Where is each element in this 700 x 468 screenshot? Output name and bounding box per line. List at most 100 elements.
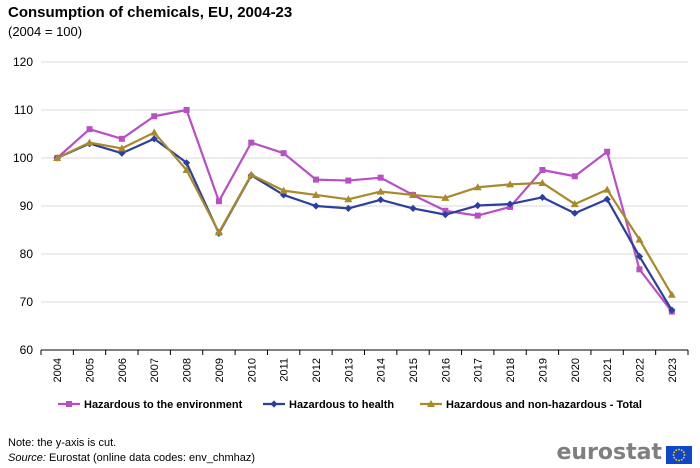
legend-marker <box>270 400 278 408</box>
eurostat-logo-text: eurostat <box>556 440 662 465</box>
x-tick-label: 2008 <box>182 358 194 382</box>
data-point-series-3 <box>538 178 547 186</box>
flag-star <box>678 448 680 451</box>
legend-label: Hazardous to the environment <box>84 399 243 411</box>
x-tick-label: 2011 <box>279 358 291 382</box>
chart-title: Consumption of chemicals, EU, 2004-23 <box>8 4 293 21</box>
data-point-series-1 <box>183 107 190 113</box>
data-point-series-1 <box>215 198 222 205</box>
flag-star <box>672 454 675 456</box>
data-point-series-2 <box>312 202 320 210</box>
data-point-series-1 <box>345 177 352 184</box>
data-point-series-2 <box>603 195 611 203</box>
data-point-series-2 <box>409 204 417 212</box>
x-tick-label: 2012 <box>311 358 323 382</box>
data-point-series-1 <box>636 266 643 273</box>
x-tick-label: 2007 <box>149 358 161 382</box>
data-point-series-3 <box>506 180 515 188</box>
series-line-3 <box>56 131 673 296</box>
x-tick-label: 2013 <box>343 358 355 382</box>
data-point-series-3 <box>570 200 579 208</box>
flag-star <box>673 451 676 454</box>
data-point-series-3 <box>117 144 126 152</box>
legend-marker <box>66 401 72 407</box>
series-line-2 <box>56 137 673 311</box>
flag-star <box>678 459 680 462</box>
data-point-series-1 <box>280 150 287 157</box>
x-tick-label: 2023 <box>667 358 679 382</box>
data-point-series-2 <box>377 196 385 204</box>
data-point-series-3 <box>247 170 256 178</box>
data-point-series-2 <box>506 200 514 208</box>
data-point-series-1 <box>118 135 125 142</box>
data-point-series-2 <box>118 149 126 157</box>
data-point-series-3 <box>85 138 94 146</box>
y-tick-label: 80 <box>20 247 34 261</box>
data-point-series-1 <box>539 167 546 173</box>
data-point-series-3 <box>344 195 353 203</box>
data-point-series-3 <box>473 183 482 191</box>
data-point-series-2 <box>441 211 449 219</box>
y-tick-label: 110 <box>14 103 33 117</box>
data-point-series-3 <box>182 166 191 173</box>
x-tick-label: 2010 <box>246 358 258 382</box>
footnote: Note: the y-axis is cut. <box>8 437 117 449</box>
data-point-series-2 <box>538 193 547 201</box>
eu-flag-icon <box>666 446 692 464</box>
flag-star <box>673 456 676 459</box>
data-point-series-1 <box>442 207 449 214</box>
data-point-series-3 <box>150 128 159 136</box>
data-point-series-2 <box>668 306 676 314</box>
x-tick-label: 2016 <box>440 358 452 382</box>
eurostat-logo: eurostat <box>556 442 692 464</box>
data-point-series-1 <box>86 126 93 133</box>
flag-star <box>680 449 683 452</box>
data-point-series-3 <box>53 154 62 161</box>
data-point-series-2 <box>182 159 191 167</box>
data-point-series-2 <box>474 201 482 210</box>
data-point-series-3 <box>441 193 450 201</box>
x-tick-label: 2004 <box>52 358 64 382</box>
data-point-series-1 <box>474 212 481 219</box>
data-point-series-2 <box>150 135 158 143</box>
flag-star <box>680 458 683 461</box>
x-tick-label: 2022 <box>634 358 646 382</box>
source-text: Eurostat (online data codes: env_chmhaz) <box>45 452 256 464</box>
x-tick-label: 2014 <box>376 358 388 382</box>
source-label: Source: <box>8 452 46 464</box>
flag-star <box>683 454 686 456</box>
y-tick-label: 100 <box>13 151 33 165</box>
flag-star <box>675 458 678 461</box>
line-chart: 60 70 80 90 100 110 120 2004 2005 2006 2007 2008 200… <box>13 55 689 411</box>
data-point-series-3 <box>603 185 612 193</box>
flag-star <box>675 449 678 452</box>
data-point-series-3 <box>635 235 644 243</box>
x-tick-label: 2020 <box>570 358 582 382</box>
x-tick-label: 2009 <box>214 358 226 382</box>
y-tick-label: 60 <box>20 343 34 357</box>
legend-marker <box>427 400 435 407</box>
data-point-series-1 <box>312 176 319 183</box>
data-point-series-1 <box>151 113 158 120</box>
data-point-series-1 <box>377 174 384 181</box>
data-point-series-3 <box>376 187 385 195</box>
data-point-series-1 <box>571 173 578 180</box>
data-point-series-3 <box>311 190 320 198</box>
y-tick-label: 90 <box>20 199 34 213</box>
y-tick-label: 120 <box>13 55 33 69</box>
x-tick-label: 2015 <box>408 358 420 382</box>
data-point-series-1 <box>604 148 611 155</box>
flag-star <box>682 456 685 459</box>
flag-star <box>682 451 685 454</box>
x-tick-label: 2018 <box>505 358 517 382</box>
x-tick-label: 2019 <box>537 358 549 382</box>
source-line: Source: Eurostat (online data codes: env… <box>8 452 255 464</box>
series-line-1 <box>56 108 673 313</box>
x-tick-label: 2021 <box>602 358 614 382</box>
data-point-series-3 <box>214 228 223 236</box>
data-point-series-3 <box>667 290 676 298</box>
data-point-series-3 <box>279 186 288 194</box>
y-tick-label: 70 <box>20 295 34 309</box>
data-point-series-2 <box>571 209 579 217</box>
legend-label: Hazardous to health <box>289 399 394 411</box>
